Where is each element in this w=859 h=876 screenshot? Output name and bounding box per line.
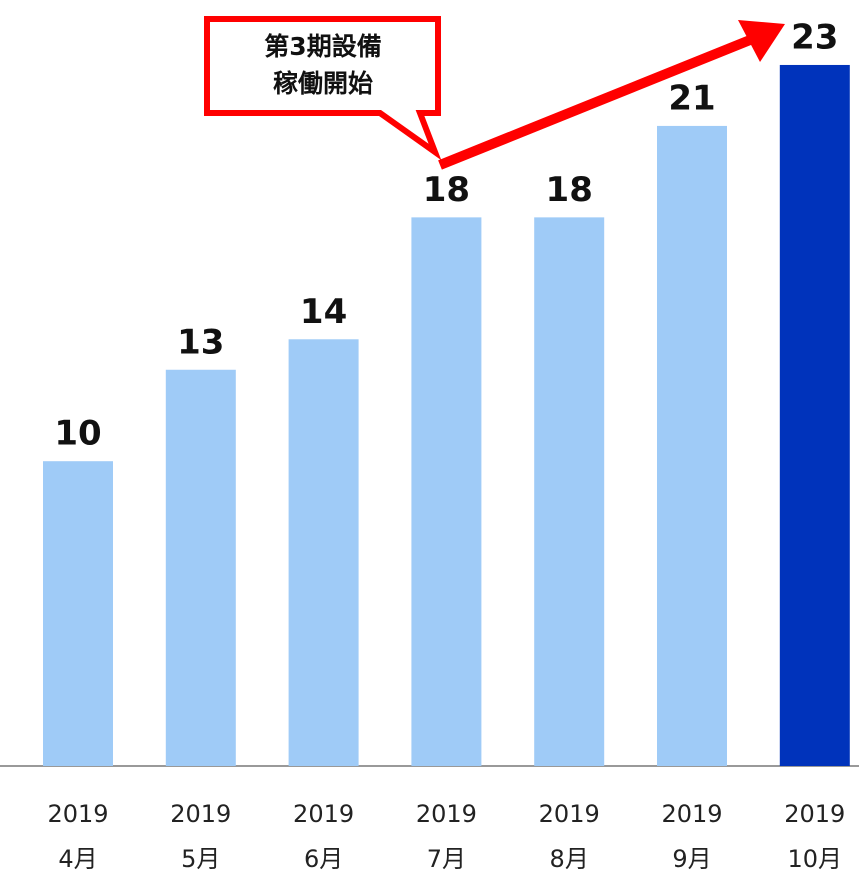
bar — [411, 217, 482, 767]
x-tick-label: 7月 — [427, 845, 466, 873]
annotation-text: 稼働開始 — [273, 69, 373, 98]
bar — [43, 461, 113, 766]
bar — [657, 125, 727, 767]
x-tick-label: 2019 — [784, 800, 845, 828]
bar — [779, 64, 850, 766]
value-label: 10 — [54, 414, 101, 454]
x-tick-label: 2019 — [47, 800, 108, 828]
bar — [534, 217, 605, 767]
value-label: 18 — [423, 170, 470, 210]
bar — [288, 339, 359, 766]
trend-arrowhead — [738, 20, 785, 62]
x-tick-label: 2019 — [661, 800, 722, 828]
value-label: 23 — [791, 17, 838, 57]
value-label: 18 — [546, 170, 593, 210]
x-tick-label: 5月 — [181, 845, 220, 873]
trend-arrow — [438, 33, 757, 170]
x-tick-label: 10月 — [788, 845, 843, 873]
x-tick-label: 9月 — [672, 845, 711, 873]
annotation-text: 第3期設備 — [264, 32, 381, 61]
x-tick-label: 6月 — [304, 845, 343, 873]
x-tick-label: 4月 — [58, 845, 97, 873]
x-tick-label: 2019 — [170, 800, 231, 828]
bar — [165, 369, 236, 766]
x-tick-label: 2019 — [416, 800, 477, 828]
x-tick-label: 2019 — [539, 800, 600, 828]
callout-box — [204, 16, 442, 161]
value-label: 21 — [668, 78, 715, 118]
x-tick-label: 2019 — [293, 800, 354, 828]
value-label: 13 — [177, 322, 224, 362]
x-tick-label: 8月 — [550, 845, 589, 873]
value-label: 14 — [300, 292, 347, 332]
